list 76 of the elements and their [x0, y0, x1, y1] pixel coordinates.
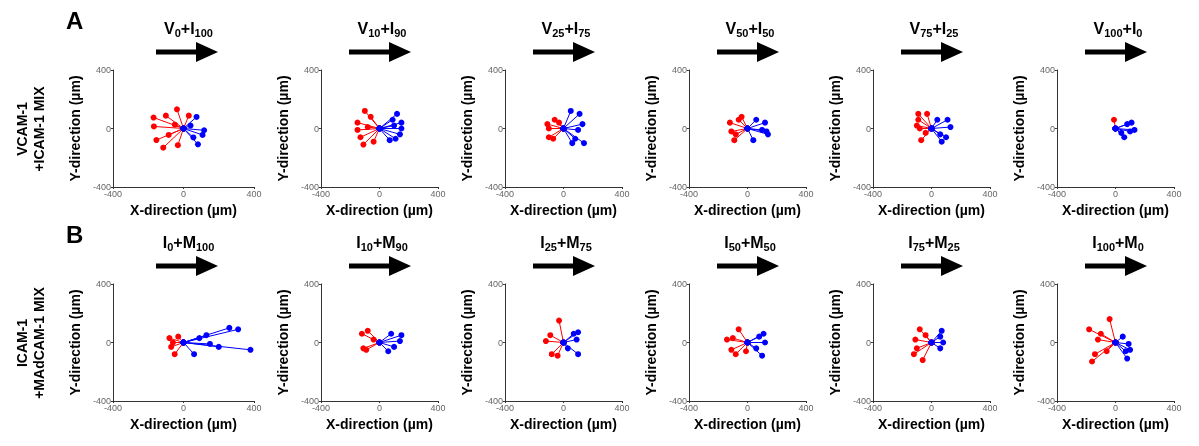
y-tick-label: 400	[487, 65, 503, 75]
x-axis-title: X-direction (µm)	[510, 416, 617, 432]
y-tick-label: 0	[681, 123, 687, 134]
y-tick-label: 400	[855, 65, 871, 75]
y-tick-label: 400	[855, 279, 871, 289]
x-tick-label: 400	[246, 188, 262, 199]
text: VCAM-1 +ICAM-1 MIX	[13, 85, 47, 172]
y-tick-label: 0	[313, 123, 319, 134]
x-axis-title: X-direction (µm)	[694, 202, 801, 218]
y-tick-label: 0	[105, 123, 111, 134]
y-axis-title: Y-direction (µm)	[827, 289, 843, 396]
y-tick-label: 400	[95, 279, 111, 289]
x-axis-title: X-direction (µm)	[326, 202, 433, 218]
x-tick-label: 0	[560, 188, 566, 199]
y-axis-title: Y-direction (µm)	[275, 289, 291, 396]
x-axis-title: X-direction (µm)	[130, 416, 237, 432]
text: ICAM-1 +MAdCAM-1 MIX	[13, 286, 47, 399]
text: B	[66, 220, 84, 248]
x-tick-label: 0	[180, 402, 187, 413]
x-axis-title: X-direction (µm)	[326, 416, 433, 432]
y-tick-label: 400	[1039, 65, 1055, 75]
x-tick-label: 0	[376, 188, 382, 199]
y-tick-label: 0	[681, 337, 687, 348]
y-tick-label: 0	[865, 337, 871, 348]
y-tick-label: 0	[313, 337, 319, 348]
y-tick-label: 400	[303, 279, 319, 289]
x-tick-label: 400	[614, 402, 630, 413]
x-tick-label: 400	[430, 402, 446, 413]
x-axis-title: X-direction (µm)	[878, 416, 985, 432]
x-axis-title: X-direction (µm)	[1062, 202, 1169, 218]
x-tick-label: 0	[1112, 188, 1118, 199]
x-tick-label: 400	[982, 188, 998, 199]
x-tick-label: 0	[928, 402, 934, 413]
x-tick-label: 0	[180, 188, 187, 199]
x-axis-title: X-direction (µm)	[130, 202, 237, 218]
y-axis-title: Y-direction (µm)	[67, 289, 84, 396]
x-tick-label: 0	[928, 188, 934, 199]
y-tick-label: 400	[95, 65, 111, 75]
x-tick-label: 0	[376, 402, 382, 413]
y-tick-label: 0	[1049, 123, 1055, 134]
x-tick-label: 400	[1166, 188, 1182, 199]
y-axis-title: Y-direction (µm)	[459, 289, 475, 396]
x-tick-label: 400	[982, 402, 998, 413]
x-axis-title: X-direction (µm)	[694, 416, 801, 432]
y-axis-title: Y-direction (µm)	[643, 289, 659, 396]
y-tick-label: 400	[487, 279, 503, 289]
y-tick-label: 0	[105, 337, 111, 348]
y-tick-label: 400	[1039, 279, 1055, 289]
x-tick-label: 0	[560, 402, 566, 413]
y-tick-label: 0	[1049, 337, 1055, 348]
y-tick-label: 0	[497, 337, 503, 348]
x-tick-label: 0	[744, 188, 750, 199]
x-tick-label: 0	[744, 402, 750, 413]
y-tick-label: 400	[303, 65, 319, 75]
y-tick-label: 0	[497, 123, 503, 134]
x-axis-title: X-direction (µm)	[1062, 416, 1169, 432]
x-tick-label: 0	[1112, 402, 1118, 413]
y-tick-label: 0	[865, 123, 871, 134]
x-tick-label: 400	[1166, 402, 1182, 413]
x-tick-label: 400	[798, 402, 814, 413]
y-axis-title: Y-direction (µm)	[827, 75, 843, 182]
x-tick-label: 400	[246, 402, 262, 413]
x-tick-label: 400	[614, 188, 630, 199]
y-tick-label: 400	[671, 279, 687, 289]
x-axis-title: X-direction (µm)	[878, 202, 985, 218]
x-axis-title: X-direction (µm)	[510, 202, 617, 218]
y-axis-title: Y-direction (µm)	[1011, 75, 1027, 182]
y-axis-title: Y-direction (µm)	[459, 75, 475, 182]
y-axis-title: Y-direction (µm)	[67, 75, 84, 182]
y-axis-title: Y-direction (µm)	[275, 75, 291, 182]
x-tick-label: 400	[430, 188, 446, 199]
y-tick-label: 400	[671, 65, 687, 75]
y-axis-title: Y-direction (µm)	[1011, 289, 1027, 396]
y-axis-title: Y-direction (µm)	[643, 75, 659, 182]
x-tick-label: 400	[798, 188, 814, 199]
text: A	[66, 6, 84, 34]
